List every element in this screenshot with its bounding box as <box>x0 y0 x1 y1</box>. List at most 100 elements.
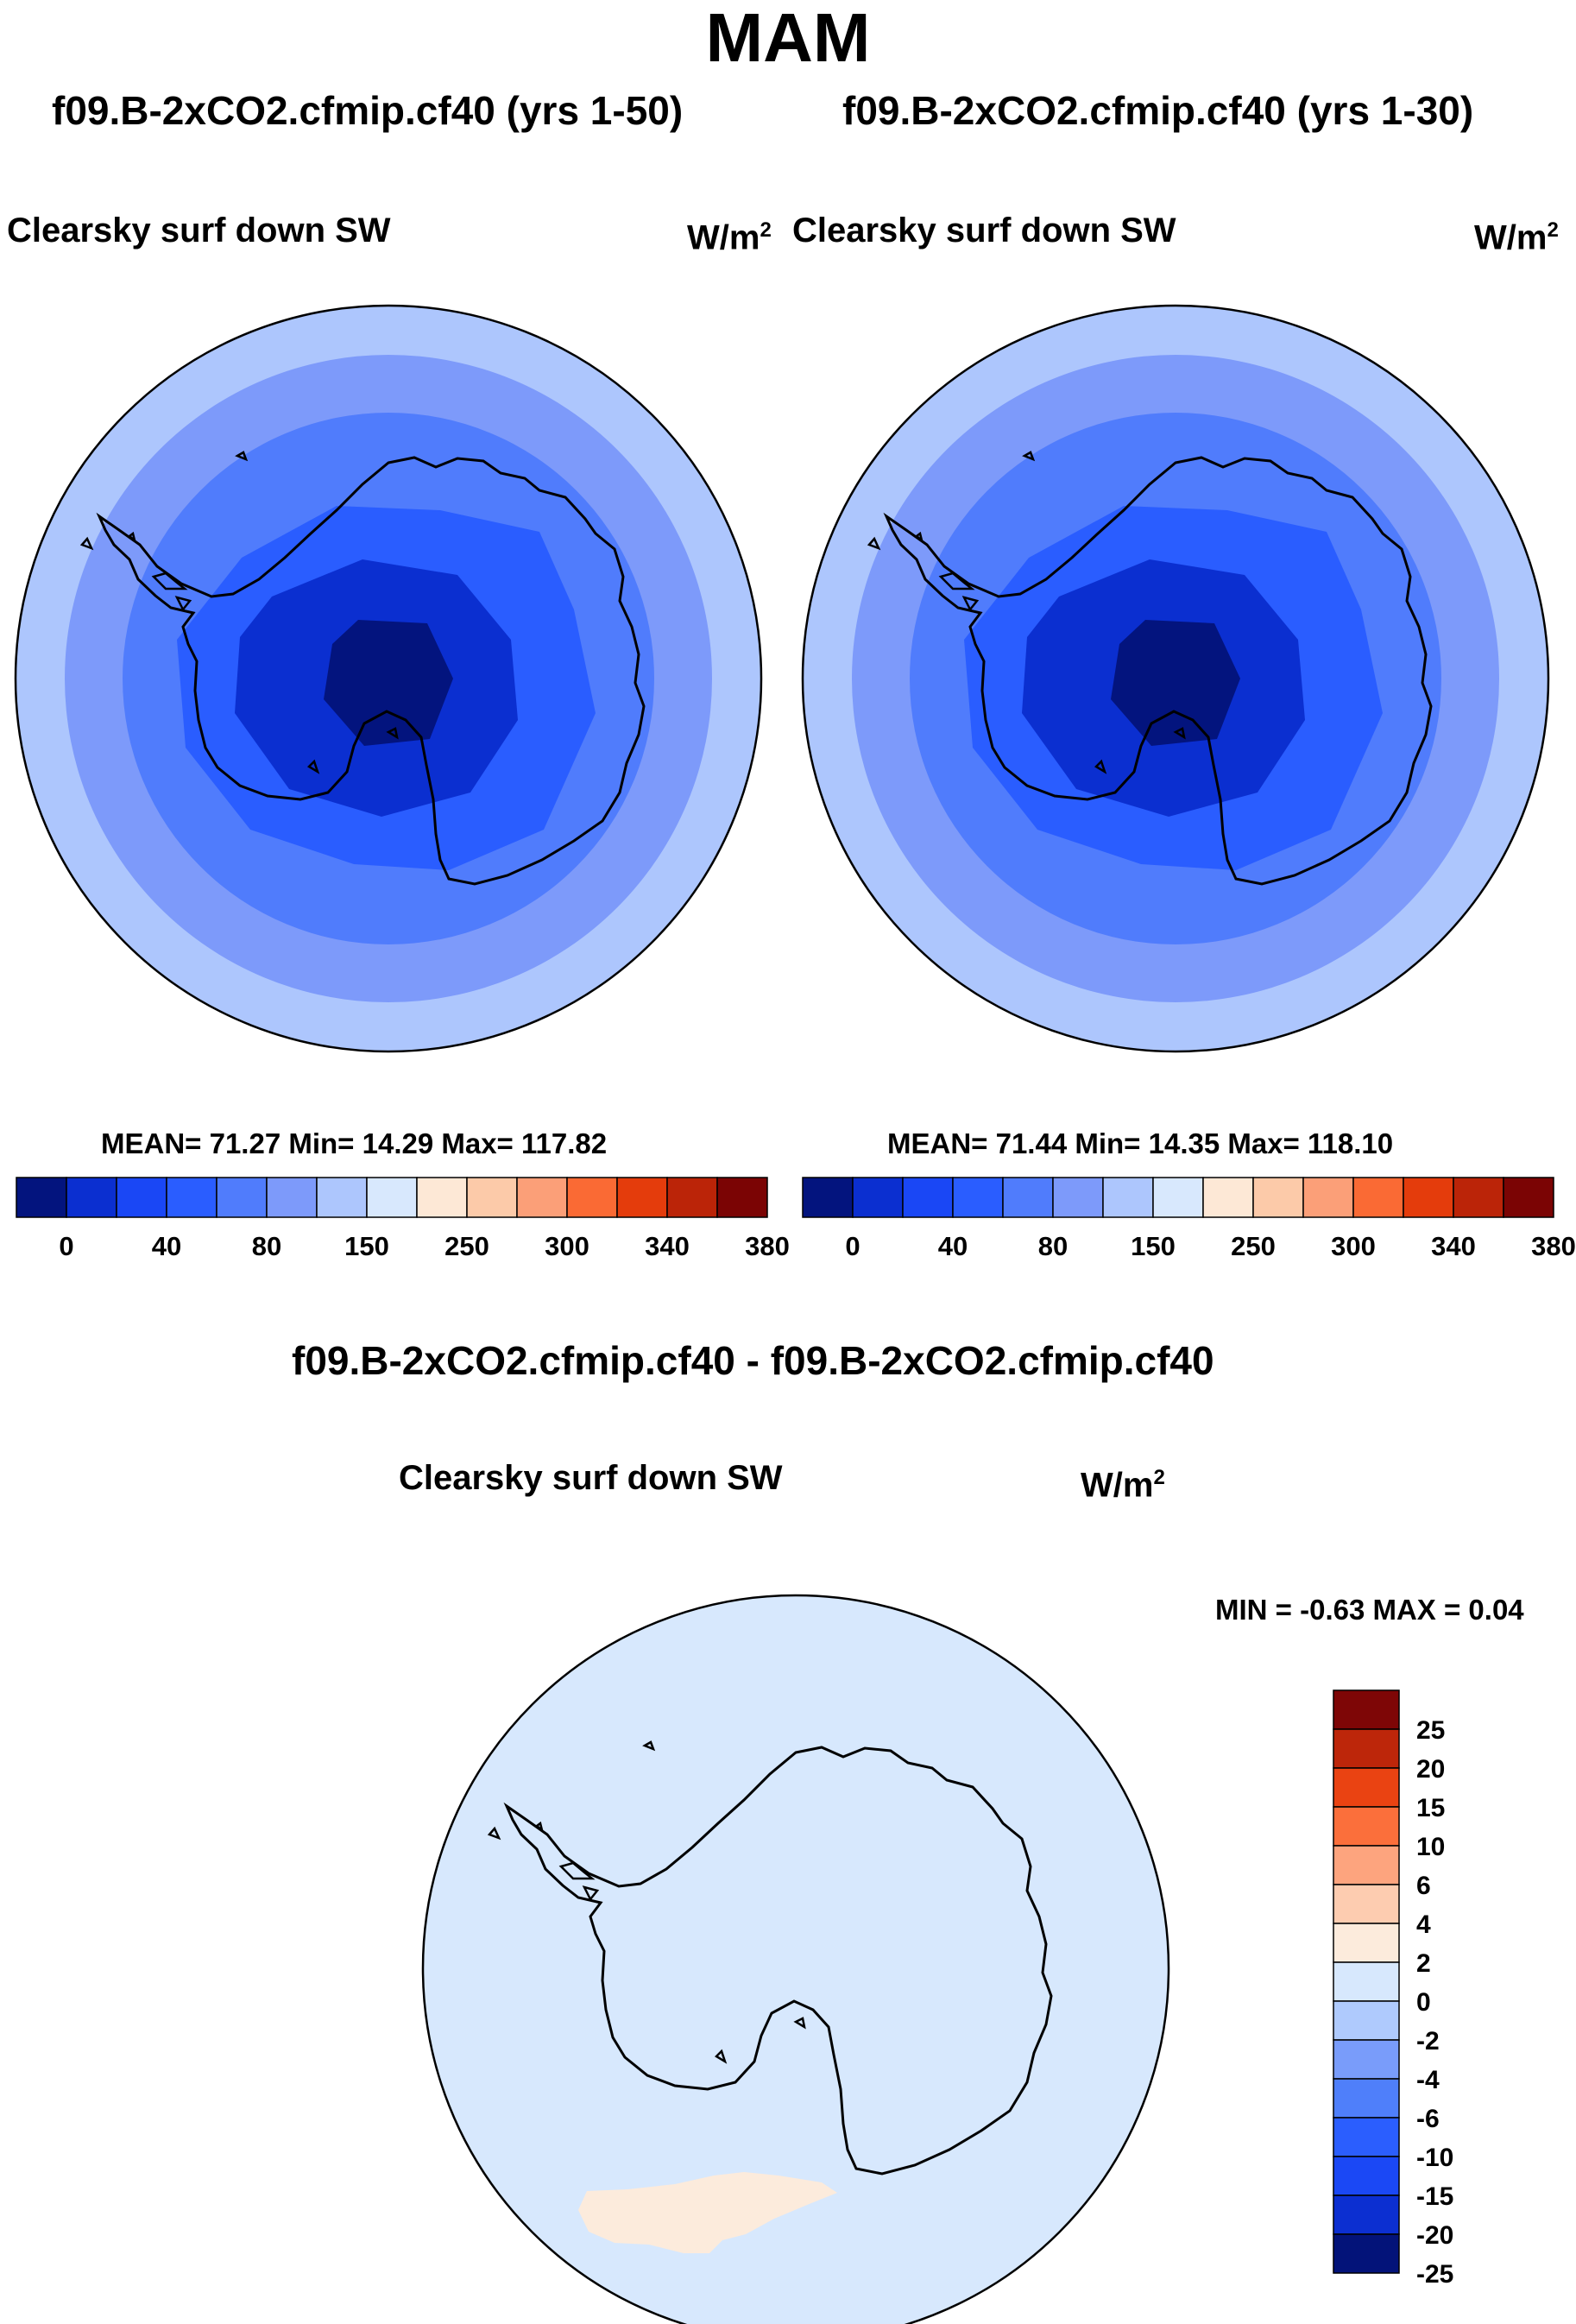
diff-colorbar-tick-label: -2 <box>1416 2027 1440 2056</box>
diff-colorbar-swatch <box>1333 2000 1400 2041</box>
diff-colorbar-tick-label: 20 <box>1416 1755 1445 1784</box>
figure-title: MAM <box>705 0 871 76</box>
panel-left-run-title: f09.B-2xCO2.cfmip.cf40 (yrs 1-50) <box>52 88 684 133</box>
diff-colorbar-tick-label: 15 <box>1416 1794 1445 1822</box>
panel-right-band-0 <box>1111 620 1240 746</box>
diff-units: W/m2 <box>1081 1466 1165 1505</box>
panel-left-map <box>14 304 763 1053</box>
right-colorbar-swatch <box>902 1177 954 1218</box>
left-colorbar-swatch <box>116 1177 167 1218</box>
panel-right-stats: MEAN= 71.44 Min= 14.35 Max= 118.10 <box>887 1127 1394 1159</box>
diff-positive-patch <box>578 2172 837 2253</box>
right-colorbar-swatch <box>802 1177 854 1218</box>
right-colorbar-tick-label: 340 <box>1431 1231 1476 1261</box>
colorbar-left: 0 40 80 150 250 300 340 380 <box>16 1177 790 1261</box>
colorbar-right: 0 40 80 150 250 300 340 380 <box>802 1177 1576 1261</box>
diff-colorbar-tick-label: 2 <box>1416 1949 1431 1978</box>
panel-left-stats: MEAN= 71.27 Min= 14.29 Max= 117.82 <box>101 1127 608 1159</box>
left-colorbar-tick-label: 250 <box>444 1231 489 1261</box>
diff-colorbar-tick-label: 10 <box>1416 1833 1445 1861</box>
diff-colorbar-swatch <box>1333 2117 1400 2157</box>
left-colorbar-swatch <box>366 1177 418 1218</box>
left-colorbar-tick-label: 150 <box>344 1231 389 1261</box>
left-colorbar-swatch <box>666 1177 718 1218</box>
panel-right-map <box>801 304 1550 1053</box>
right-colorbar-swatch <box>1302 1177 1354 1218</box>
right-colorbar-tick-label: 0 <box>845 1231 860 1261</box>
diff-colorbar-swatch <box>1333 1884 1400 1924</box>
right-colorbar-swatch <box>1503 1177 1554 1218</box>
left-colorbar-tick-label: 300 <box>545 1231 589 1261</box>
diff-colorbar-swatch <box>1333 2039 1400 2080</box>
diff-colorbar-swatch <box>1333 1806 1400 1847</box>
right-colorbar-tick-label: 300 <box>1331 1231 1376 1261</box>
right-colorbar-swatch <box>1352 1177 1404 1218</box>
panel-right-variable-label: Clearsky surf down SW <box>792 212 1176 249</box>
left-colorbar-swatch <box>416 1177 468 1218</box>
left-colorbar-swatch <box>66 1177 117 1218</box>
left-colorbar-swatch <box>316 1177 368 1218</box>
diff-colorbar-swatch <box>1333 1728 1400 1769</box>
right-colorbar-swatch <box>1202 1177 1254 1218</box>
diff-minmax: MIN = -0.63 MAX = 0.04 <box>1215 1594 1524 1626</box>
right-colorbar-tick-label: 250 <box>1231 1231 1276 1261</box>
diff-colorbar-swatch <box>1333 1689 1400 1730</box>
left-colorbar-tick-label: 380 <box>745 1231 790 1261</box>
right-colorbar-swatch <box>1252 1177 1304 1218</box>
left-colorbar-swatch <box>166 1177 217 1218</box>
diff-background-band <box>423 1595 1169 2324</box>
right-colorbar-swatch <box>1152 1177 1204 1218</box>
diff-colorbar-tick-label: 0 <box>1416 1988 1431 2017</box>
diff-colorbar-tick-label: 25 <box>1416 1716 1445 1745</box>
diff-colorbar-swatch <box>1333 2233 1400 2274</box>
right-colorbar-swatch <box>1002 1177 1054 1218</box>
right-colorbar-swatch <box>852 1177 904 1218</box>
right-colorbar-swatch <box>1453 1177 1504 1218</box>
panel-left-map-border <box>14 304 763 1053</box>
left-colorbar-swatch <box>616 1177 668 1218</box>
left-colorbar-tick-label: 80 <box>252 1231 281 1261</box>
diff-colorbar-swatch <box>1333 1845 1400 1885</box>
panel-right-units: W/m2 <box>1474 218 1559 257</box>
panel-left-units: W/m2 <box>687 218 772 257</box>
left-colorbar-swatch <box>16 1177 67 1218</box>
right-colorbar-swatch <box>952 1177 1004 1218</box>
right-colorbar-swatch <box>1403 1177 1454 1218</box>
right-colorbar-tick-label: 150 <box>1131 1231 1176 1261</box>
diff-colorbar-swatch <box>1333 2078 1400 2119</box>
panel-right-run-title: f09.B-2xCO2.cfmip.cf40 (yrs 1-30) <box>842 88 1474 133</box>
panel-left-band-0 <box>324 620 453 746</box>
right-colorbar-tick-label: 380 <box>1531 1231 1576 1261</box>
diff-colorbar-swatch <box>1333 2195 1400 2235</box>
right-colorbar-swatch <box>1052 1177 1104 1218</box>
diff-colorbar-tick-label: -4 <box>1416 2066 1440 2094</box>
left-colorbar-tick-label: 0 <box>59 1231 73 1261</box>
left-colorbar-tick-label: 40 <box>152 1231 181 1261</box>
diff-colorbar-tick-label: -20 <box>1416 2221 1453 2250</box>
left-colorbar-swatch <box>266 1177 318 1218</box>
panel-left-variable-label: Clearsky surf down SW <box>7 212 391 249</box>
diff-colorbar-tick-label: 4 <box>1416 1910 1431 1939</box>
diff-variable-label: Clearsky surf down SW <box>399 1459 783 1497</box>
right-colorbar-tick-label: 40 <box>938 1231 968 1261</box>
left-colorbar-swatch <box>516 1177 568 1218</box>
diff-colorbar-tick-label: -15 <box>1416 2182 1453 2211</box>
left-colorbar-swatch <box>566 1177 618 1218</box>
diff-map-border <box>421 1594 1170 2324</box>
diff-colorbar-tick-label: 6 <box>1416 1872 1431 1900</box>
right-colorbar-tick-label: 80 <box>1038 1231 1068 1261</box>
left-colorbar-swatch <box>466 1177 518 1218</box>
diff-colorbar-tick-label: -6 <box>1416 2105 1440 2133</box>
left-colorbar-swatch <box>716 1177 768 1218</box>
diff-colorbar-tick-label: -10 <box>1416 2144 1453 2172</box>
diff-colorbar-tick-label: -25 <box>1416 2260 1453 2289</box>
diff-colorbar-swatch <box>1333 1961 1400 2002</box>
diff-colorbar-swatch <box>1333 1923 1400 1963</box>
diff-map <box>421 1594 1170 2324</box>
right-colorbar-swatch <box>1102 1177 1154 1218</box>
panel-right-map-border <box>801 304 1550 1053</box>
diff-colorbar-swatch <box>1333 2156 1400 2196</box>
diff-colorbar-swatch <box>1333 1767 1400 1808</box>
